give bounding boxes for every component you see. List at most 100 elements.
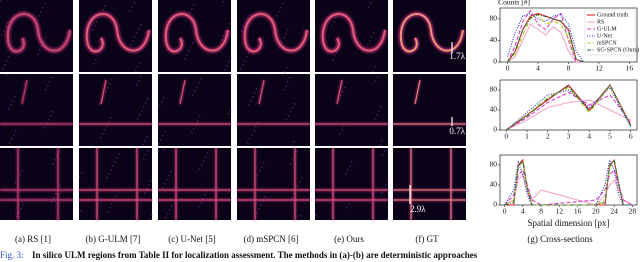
speckle [250, 100, 252, 102]
x-tick-label: 4 [587, 132, 591, 141]
y-tick-label: 40 [490, 180, 498, 189]
speckle [146, 136, 148, 138]
speckle [382, 154, 384, 156]
series-line [507, 12, 585, 63]
vessel [158, 79, 231, 125]
speckle [281, 41, 283, 43]
series-line [507, 9, 584, 63]
x-tick-label: 4 [521, 207, 525, 216]
speckle [198, 82, 200, 84]
speckle [346, 207, 348, 209]
speckle [142, 144, 144, 146]
speckle [203, 160, 205, 162]
speckle [264, 196, 266, 198]
speckle [228, 61, 230, 63]
speckle [298, 219, 300, 221]
speckle [276, 15, 278, 17]
vessel [399, 13, 464, 53]
speckle [170, 171, 172, 173]
speckle [378, 110, 380, 112]
speckle [108, 173, 110, 175]
speckle [334, 55, 336, 57]
series-line [504, 158, 633, 206]
speckle [14, 148, 16, 150]
image-panel [158, 148, 231, 220]
vessel [164, 13, 229, 53]
speckle [293, 141, 295, 143]
speckle [377, 76, 379, 78]
vessel [85, 13, 150, 53]
speckle [340, 95, 342, 97]
speckle [102, 9, 104, 11]
speckle [140, 24, 142, 26]
speckle [143, 106, 145, 108]
speckle [163, 97, 165, 99]
speckle [6, 60, 8, 62]
speckle [284, 71, 286, 73]
speckle [333, 21, 335, 23]
speckle [81, 172, 83, 174]
speckle [221, 39, 223, 41]
image-panel [393, 148, 466, 220]
legend-label: U-Net [597, 33, 612, 39]
image-panel [158, 74, 231, 146]
speckle [168, 175, 170, 177]
speckle [99, 103, 101, 105]
speckle [256, 212, 258, 214]
speckle [332, 59, 334, 61]
speckle [244, 60, 246, 62]
vessel [158, 148, 231, 220]
speckle [287, 81, 289, 83]
series-line [507, 13, 584, 63]
image-panel [0, 74, 73, 146]
speckle [145, 154, 147, 156]
image-panel [237, 148, 310, 220]
speckle [190, 46, 192, 48]
speckle [301, 177, 303, 179]
speckle [145, 102, 147, 104]
scale-label: 0.7λ [449, 126, 465, 136]
speckle [110, 117, 112, 119]
speckle [149, 218, 151, 220]
y-tick-label: 40 [490, 35, 498, 44]
series-line [504, 173, 633, 206]
x-tick-label: 20 [592, 207, 600, 216]
speckle [223, 35, 225, 37]
series-line [504, 158, 633, 206]
speckle [136, 32, 138, 34]
speckle [116, 157, 118, 159]
speckle [150, 180, 152, 182]
series-line [505, 84, 632, 131]
speckle [40, 11, 42, 13]
speckle [2, 68, 4, 70]
y-tick-label: 80 [490, 160, 498, 169]
vessel [243, 13, 308, 53]
speckle [228, 113, 230, 115]
speckle [249, 138, 251, 140]
speckle [106, 125, 108, 127]
speckle [151, 214, 153, 216]
image-panel [0, 148, 73, 220]
speckle [147, 98, 149, 100]
speckle [109, 207, 111, 209]
speckle [139, 114, 141, 116]
vessel [393, 79, 466, 125]
speckle [386, 218, 388, 220]
speckle [296, 151, 298, 153]
speckle [37, 53, 39, 55]
speckle [286, 67, 288, 69]
vessel [321, 13, 386, 53]
legend-box [584, 9, 636, 56]
speckle [38, 15, 40, 17]
image-panel [315, 74, 388, 146]
speckle [184, 58, 186, 60]
speckle [246, 56, 248, 58]
legend-label: mSPCN [597, 40, 617, 46]
speckle [292, 107, 294, 109]
speckle [253, 130, 255, 132]
speckle [367, 44, 369, 46]
speckle [188, 50, 190, 52]
speckle [300, 215, 302, 217]
speckle [249, 14, 251, 16]
speckle [369, 40, 371, 42]
